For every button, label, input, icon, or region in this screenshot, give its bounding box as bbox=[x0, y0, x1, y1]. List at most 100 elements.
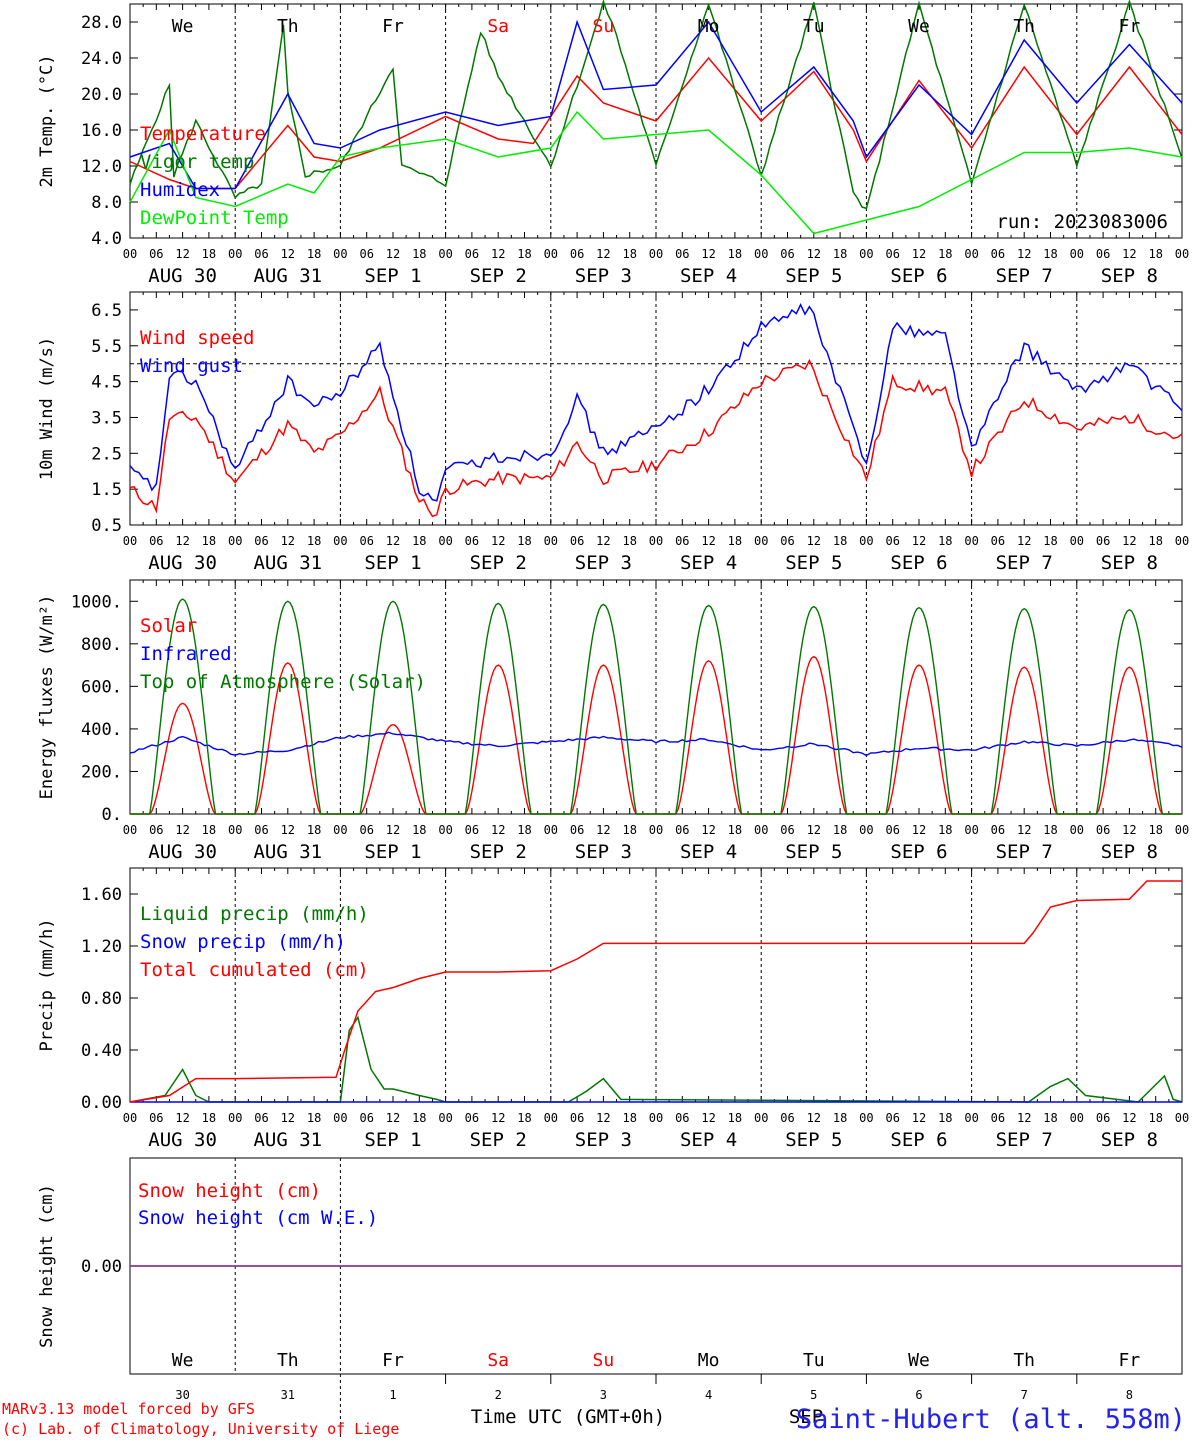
hour-label: 12 bbox=[1122, 534, 1136, 548]
hour-label: 18 bbox=[728, 823, 742, 837]
hour-label: 00 bbox=[123, 823, 137, 837]
hour-label: 00 bbox=[649, 534, 663, 548]
date-label: AUG 30 bbox=[148, 265, 217, 287]
copyright: (c) Lab. of Climatology, University of L… bbox=[2, 1420, 399, 1438]
series-line-temperature bbox=[129, 56, 1183, 190]
hour-label: 12 bbox=[1122, 1111, 1136, 1125]
hour-label: 00 bbox=[333, 1111, 347, 1125]
hour-label: 06 bbox=[780, 534, 794, 548]
hour-label: 18 bbox=[1148, 247, 1162, 261]
legend-entry: Wind gust bbox=[140, 355, 243, 377]
hour-label: 18 bbox=[412, 534, 426, 548]
run-label: run: 2023083006 bbox=[996, 211, 1168, 233]
hour-label: 12 bbox=[175, 1111, 189, 1125]
hour-label: 06 bbox=[885, 247, 899, 261]
series-line-top-of-atmosphere-solar- bbox=[130, 598, 1182, 815]
hour-label: 06 bbox=[570, 823, 584, 837]
legend-entry: Snow height (cm W.E.) bbox=[138, 1207, 378, 1229]
hour-label: 18 bbox=[1043, 247, 1057, 261]
hour-label: 00 bbox=[964, 534, 978, 548]
hour-label: 06 bbox=[254, 534, 268, 548]
hour-label: 06 bbox=[780, 823, 794, 837]
hour-label: 06 bbox=[780, 247, 794, 261]
day-number: 7 bbox=[1021, 1388, 1028, 1402]
date-label: SEP 8 bbox=[1101, 552, 1158, 574]
hour-label: 18 bbox=[833, 823, 847, 837]
hour-label: 12 bbox=[912, 1111, 926, 1125]
date-label: SEP 2 bbox=[470, 1129, 527, 1151]
hour-label: 12 bbox=[807, 534, 821, 548]
hour-label: 00 bbox=[859, 534, 873, 548]
date-label: SEP 1 bbox=[364, 265, 421, 287]
hour-label: 12 bbox=[596, 823, 610, 837]
y-axis-label: 2m Temp. (°C) bbox=[37, 54, 57, 187]
y-axis-label: Snow height (cm) bbox=[37, 1184, 57, 1348]
date-label: SEP 7 bbox=[996, 1129, 1053, 1151]
hour-label: 18 bbox=[622, 247, 636, 261]
hour-label: 00 bbox=[649, 1111, 663, 1125]
weekday-label: Mo bbox=[698, 16, 720, 37]
date-label: SEP 6 bbox=[890, 265, 947, 287]
date-label: SEP 5 bbox=[785, 1129, 842, 1151]
hour-label: 00 bbox=[754, 534, 768, 548]
day-number: 6 bbox=[915, 1388, 922, 1402]
date-label: AUG 31 bbox=[253, 1129, 322, 1151]
hour-label: 00 bbox=[228, 534, 242, 548]
legend-entry: DewPoint Temp bbox=[140, 207, 289, 229]
date-label: SEP 3 bbox=[575, 1129, 632, 1151]
series-line-wind-gust bbox=[129, 303, 1183, 502]
date-label: AUG 30 bbox=[148, 1129, 217, 1151]
hour-label: 18 bbox=[307, 823, 321, 837]
y-tick-label: 1.5 bbox=[91, 480, 122, 500]
date-label: SEP 5 bbox=[785, 841, 842, 863]
hour-label: 12 bbox=[912, 823, 926, 837]
y-tick-label: 0.00 bbox=[81, 1257, 122, 1277]
hour-label: 06 bbox=[885, 823, 899, 837]
hour-label: 12 bbox=[281, 823, 295, 837]
hour-label: 00 bbox=[649, 823, 663, 837]
date-label: SEP 4 bbox=[680, 1129, 737, 1151]
weekday-label: Fr bbox=[1119, 1350, 1141, 1371]
hour-label: 00 bbox=[1175, 1111, 1189, 1125]
hour-label: 00 bbox=[754, 247, 768, 261]
hour-label: 06 bbox=[465, 534, 479, 548]
hour-label: 00 bbox=[1070, 1111, 1084, 1125]
hour-label: 00 bbox=[544, 534, 558, 548]
date-label: SEP 1 bbox=[364, 1129, 421, 1151]
hour-label: 12 bbox=[1017, 1111, 1031, 1125]
series-line-infrared bbox=[129, 731, 1183, 757]
hour-label: 00 bbox=[859, 823, 873, 837]
series-line-wind-speed bbox=[129, 358, 1183, 518]
date-label: SEP 4 bbox=[680, 841, 737, 863]
hour-label: 06 bbox=[885, 534, 899, 548]
hour-label: 12 bbox=[807, 247, 821, 261]
hour-label: 00 bbox=[859, 1111, 873, 1125]
hour-label: 06 bbox=[991, 534, 1005, 548]
weekday-label: Fr bbox=[1119, 16, 1141, 37]
weekday-label: Fr bbox=[382, 16, 404, 37]
hour-label: 00 bbox=[228, 823, 242, 837]
hour-label: 18 bbox=[728, 1111, 742, 1125]
y-tick-label: 5.5 bbox=[91, 337, 122, 357]
hour-label: 00 bbox=[1070, 823, 1084, 837]
legend-entry: Humidex bbox=[140, 179, 220, 201]
y-tick-label: 8.0 bbox=[91, 193, 122, 213]
hour-label: 12 bbox=[596, 247, 610, 261]
weekday-label: We bbox=[172, 1350, 194, 1371]
date-label: SEP 6 bbox=[890, 841, 947, 863]
date-label: SEP 4 bbox=[680, 265, 737, 287]
hour-label: 00 bbox=[438, 534, 452, 548]
hour-label: 18 bbox=[622, 823, 636, 837]
day-number: 3 bbox=[600, 1388, 607, 1402]
hour-label: 18 bbox=[1043, 1111, 1057, 1125]
legend-entry: Wind speed bbox=[140, 327, 254, 349]
date-label: SEP 7 bbox=[996, 841, 1053, 863]
hour-label: 18 bbox=[517, 534, 531, 548]
y-tick-label: 0. bbox=[102, 805, 122, 825]
hour-label: 12 bbox=[175, 534, 189, 548]
date-label: SEP 8 bbox=[1101, 841, 1158, 863]
legend-entry: Total cumulated (cm) bbox=[140, 959, 369, 981]
hour-label: 06 bbox=[465, 823, 479, 837]
hour-label: 06 bbox=[675, 247, 689, 261]
